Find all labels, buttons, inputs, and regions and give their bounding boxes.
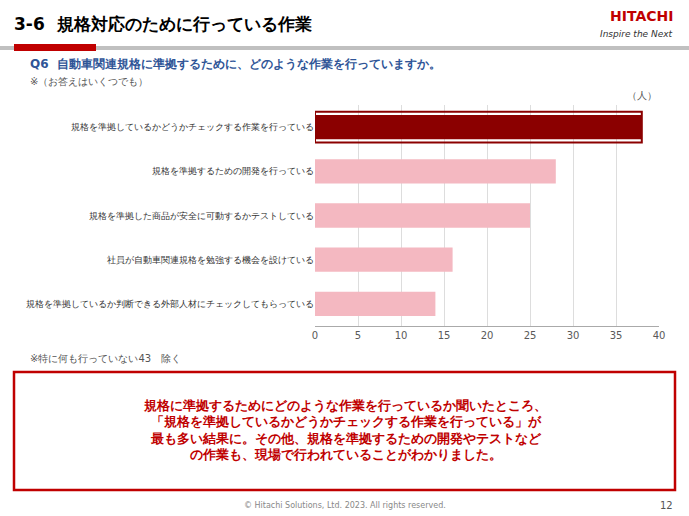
svg-text:20: 20 xyxy=(481,330,494,341)
svg-text:規格に準拠するためにどのような作業を行っているか聞いたところ: 規格に準拠するためにどのような作業を行っているか聞いたところ、「規格を準拠してい… xyxy=(143,398,547,462)
svg-text:0: 0 xyxy=(312,330,318,341)
svg-text:※特に何も行っていない43 除く: ※特に何も行っていない43 除く xyxy=(30,353,181,364)
svg-text:5: 5 xyxy=(355,330,361,341)
svg-text:10: 10 xyxy=(395,330,408,341)
svg-text:12: 12 xyxy=(660,500,673,511)
svg-text:Inspire the Next: Inspire the Next xyxy=(600,29,673,39)
svg-text:HITACHI: HITACHI xyxy=(610,8,673,24)
svg-text:※（お答えはいくつでも）: ※（お答えはいくつでも） xyxy=(30,76,148,87)
svg-text:3-6 規格対応のために行っている作業: 3-6 規格対応のために行っている作業 xyxy=(14,14,312,34)
svg-text:15: 15 xyxy=(438,330,451,341)
svg-text:35: 35 xyxy=(610,330,623,341)
svg-text:30: 30 xyxy=(567,330,580,341)
svg-text:25: 25 xyxy=(524,330,537,341)
svg-text:（人）: （人） xyxy=(627,90,657,101)
svg-text:規格を準拠しているかどうかチェックする作業を行っている: 規格を準拠しているかどうかチェックする作業を行っている xyxy=(71,122,314,132)
svg-text:© Hitachi Solutions, Ltd. 2023: © Hitachi Solutions, Ltd. 2023. All righ… xyxy=(244,501,446,510)
svg-text:社員が自動車関連規格を勉強する機会を設けている: 社員が自動車関連規格を勉強する機会を設けている xyxy=(107,255,314,265)
svg-text:規格を準拠した商品が安全に可動するかテストしている: 規格を準拠した商品が安全に可動するかテストしている xyxy=(89,211,314,221)
svg-text:規格を準拠しているか判断できる外部人材にチェックしてもらって: 規格を準拠しているか判断できる外部人材にチェックしてもらっている xyxy=(26,299,314,309)
svg-text:Q6 自動車関連規格に準拠するために、どのような作業を行っ: Q6 自動車関連規格に準拠するために、どのような作業を行っていますか。 xyxy=(30,57,441,71)
svg-text:規格を準拠するための開発を行っている: 規格を準拠するための開発を行っている xyxy=(152,166,314,176)
svg-text:40: 40 xyxy=(653,330,666,341)
